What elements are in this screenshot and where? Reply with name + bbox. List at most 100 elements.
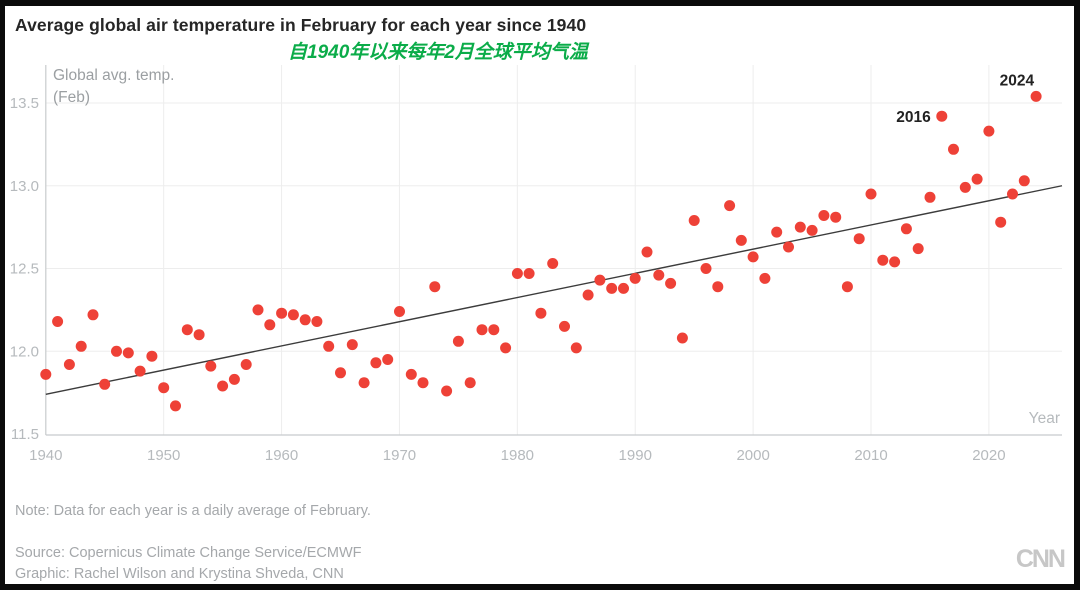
data-point-1993: [665, 277, 677, 289]
data-point-1989: [618, 282, 629, 294]
data-point-1945: [99, 378, 111, 390]
data-point-1941: [52, 316, 64, 327]
data-point-1965: [335, 367, 346, 379]
data-point-1942: [63, 359, 75, 370]
y-tick-label: 13.0: [10, 178, 39, 195]
data-point-1963: [311, 316, 323, 327]
data-point-1973: [429, 281, 441, 293]
y-axis-title-line1: Global avg. temp.: [53, 67, 174, 84]
data-point-2006: [818, 210, 830, 221]
data-point-2001: [759, 272, 771, 284]
chart-credit: Graphic: Rachel Wilson and Krystina Shve…: [15, 566, 344, 582]
data-point-1947: [122, 347, 134, 359]
y-axis-title-line2: (Feb): [53, 89, 90, 106]
data-point-2024: [1030, 90, 1042, 102]
data-point-2009: [853, 233, 865, 245]
data-point-1991: [641, 246, 653, 258]
x-tick-label: 1960: [265, 447, 298, 464]
data-point-1983: [547, 258, 559, 269]
data-point-2014: [912, 243, 924, 255]
data-point-1981: [523, 268, 535, 279]
data-point-1956: [228, 373, 240, 385]
x-tick-label: 2000: [736, 447, 769, 464]
y-tick-label: 13.5: [10, 95, 39, 112]
data-point-2005: [806, 224, 818, 236]
data-point-1940: [40, 368, 52, 380]
data-point-2016: [936, 110, 948, 122]
data-point-2007: [830, 211, 842, 223]
x-tick-label: 2010: [854, 447, 887, 464]
data-point-2012: [889, 256, 901, 268]
chart-title: Average global air temperature in Februa…: [15, 15, 587, 35]
data-point-1985: [570, 342, 582, 354]
data-point-1959: [264, 319, 276, 331]
data-point-1977: [476, 324, 488, 336]
x-tick-label: 1980: [501, 447, 534, 464]
x-axis-title: Year: [1029, 410, 1060, 427]
y-tick-label: 12.5: [10, 261, 39, 278]
data-point-1960: [276, 307, 288, 319]
trend-line: [45, 185, 1063, 395]
y-tick-label: 11.5: [11, 426, 39, 443]
data-point-1999: [735, 234, 747, 246]
data-point-2021: [995, 216, 1007, 228]
data-point-1955: [217, 380, 229, 392]
data-point-1975: [452, 335, 464, 347]
data-point-2011: [877, 254, 889, 266]
data-point-2013: [900, 223, 912, 235]
x-tick-label: 1970: [383, 447, 416, 464]
data-point-2000: [747, 251, 759, 263]
data-point-2004: [794, 221, 806, 233]
data-point-2020: [983, 125, 995, 137]
data-point-2010: [865, 188, 877, 200]
data-point-1988: [606, 282, 618, 294]
data-point-1966: [346, 339, 358, 351]
data-point-2023: [1018, 175, 1030, 187]
data-point-1967: [358, 377, 370, 389]
data-point-1997: [712, 281, 724, 293]
data-point-1958: [252, 304, 264, 316]
chart-source: Source: Copernicus Climate Change Servic…: [15, 545, 362, 561]
x-tick-label: 1940: [29, 447, 62, 464]
x-tick-label: 2020: [972, 447, 1005, 464]
annotation-2024: 2024: [1000, 72, 1035, 89]
data-point-1995: [688, 215, 700, 226]
data-point-1992: [653, 269, 665, 281]
chart-note: Note: Data for each year is a daily aver…: [15, 503, 371, 519]
data-point-1982: [535, 307, 547, 319]
frame-border-left: [0, 0, 5, 590]
data-point-1948: [134, 365, 146, 377]
data-point-2022: [1007, 188, 1018, 200]
data-point-1996: [700, 263, 712, 274]
data-point-1950: [158, 382, 170, 394]
data-point-1998: [724, 200, 736, 212]
data-point-1980: [511, 268, 523, 279]
data-point-1976: [464, 377, 476, 389]
data-point-2002: [771, 226, 783, 238]
chart-subtitle-chinese: 自1940年以来每年2月全球平均气温: [288, 42, 588, 63]
data-point-1994: [676, 332, 688, 344]
data-point-1971: [405, 368, 417, 380]
data-point-1962: [299, 314, 311, 326]
data-point-1978: [488, 324, 500, 336]
data-point-2019: [971, 173, 983, 185]
data-point-1954: [205, 360, 217, 372]
data-point-2017: [948, 143, 959, 155]
y-tick-label: 12.0: [10, 343, 39, 360]
frame-border-bottom: [0, 584, 1080, 590]
data-point-1972: [417, 377, 429, 389]
data-point-1990: [629, 272, 641, 284]
data-point-1970: [394, 306, 405, 317]
data-point-1986: [582, 289, 594, 301]
data-point-1953: [193, 329, 205, 341]
data-point-2003: [783, 241, 794, 253]
data-point-1984: [559, 320, 570, 332]
cnn-logo: CNN: [1015, 545, 1066, 573]
data-point-1979: [500, 342, 512, 354]
data-point-1943: [75, 340, 87, 352]
data-point-1968: [370, 357, 382, 369]
data-point-1987: [594, 274, 606, 286]
data-point-1952: [181, 324, 193, 336]
